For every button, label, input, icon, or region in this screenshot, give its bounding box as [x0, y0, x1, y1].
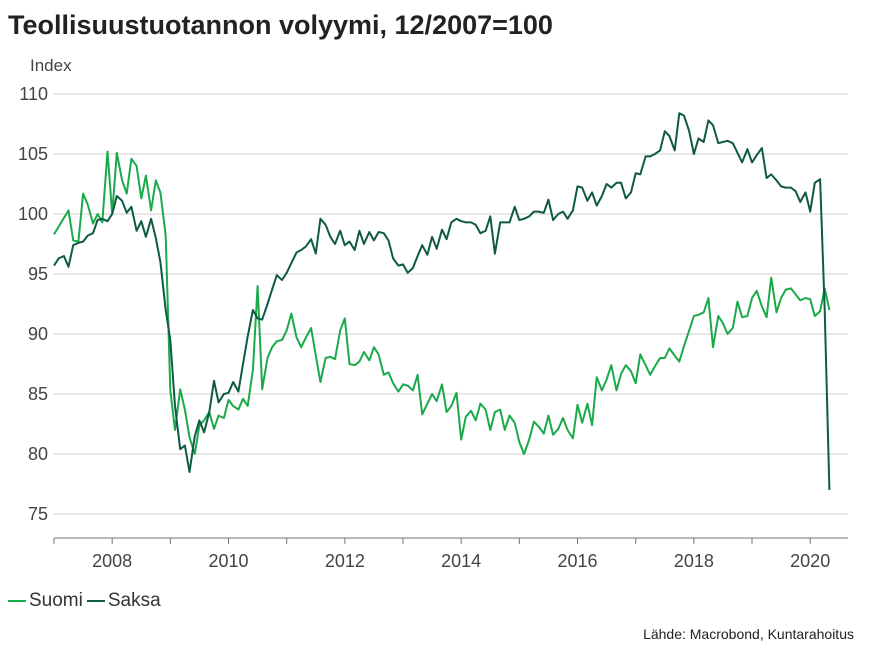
gridlines — [54, 93, 848, 515]
x-tick-label-2014: 2014 — [441, 551, 481, 571]
y-axis-label: Index — [30, 56, 72, 75]
x-tick-label-2008: 2008 — [92, 551, 132, 571]
x-tick-label-2018: 2018 — [674, 551, 714, 571]
source-note: Lähde: Macrobond, Kuntarahoitus — [643, 626, 854, 642]
legend-label-suomi: Suomi — [29, 590, 83, 611]
x-axis-ticks: 2008 2010 2012 2014 2016 2018 2020 — [53, 538, 830, 571]
y-axis-ticks: 75 80 85 90 95 100 105 110 — [18, 84, 48, 524]
chart-title: Teollisuustuotannon volyymi, 12/2007=100 — [8, 10, 553, 40]
y-tick-label-110: 110 — [19, 84, 48, 104]
x-tick-label-2016: 2016 — [557, 551, 597, 571]
y-tick-label-100: 100 — [18, 204, 48, 224]
y-tick-label-80: 80 — [28, 444, 48, 464]
y-tick-label-95: 95 — [28, 264, 48, 284]
y-tick-label-90: 90 — [28, 324, 48, 344]
legend-swatch-saksa — [86, 600, 105, 602]
legend-item-suomi: Suomi — [8, 590, 83, 612]
legend-item-saksa: Saksa — [86, 590, 161, 612]
series-line-saksa — [53, 112, 831, 491]
legend-swatch-suomi — [8, 600, 26, 602]
x-tick-label-2010: 2010 — [208, 551, 248, 571]
y-tick-label-75: 75 — [28, 504, 48, 524]
legend-label-saksa: Saksa — [107, 590, 161, 611]
legend: Suomi Saksa — [8, 590, 165, 612]
series-lines — [53, 112, 831, 491]
x-tick-label-2020: 2020 — [790, 551, 830, 571]
series-line-suomi — [53, 150, 831, 455]
y-tick-label-85: 85 — [28, 384, 48, 404]
x-tick-label-2012: 2012 — [325, 551, 365, 571]
y-tick-label-105: 105 — [18, 144, 48, 164]
